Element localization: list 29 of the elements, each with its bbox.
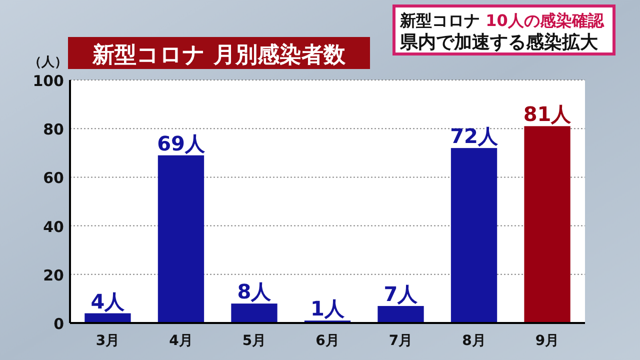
- bar: [450, 148, 498, 323]
- text: 新型コロナ 10人の感染確認: [399, 11, 605, 30]
- x-tick-label: 3月: [96, 333, 120, 349]
- x-tick-label: 7月: [388, 333, 413, 349]
- bar: [231, 304, 278, 323]
- x-tick-label: 6月: [316, 333, 340, 349]
- y-axis-title: （人）: [28, 55, 68, 70]
- x-tick-label: 4月: [169, 333, 193, 349]
- bar: [524, 126, 570, 323]
- y-tick-label: 0: [54, 315, 64, 333]
- data-label: 81人: [523, 102, 572, 126]
- data-label: 69人: [157, 131, 206, 156]
- data-label: 4人: [90, 289, 126, 314]
- bar: [158, 155, 204, 323]
- data-label: 1人: [310, 296, 346, 321]
- x-tick-label: 8月: [462, 333, 486, 349]
- y-tick-label: 40: [43, 218, 64, 236]
- y-tick-label: 80: [43, 120, 64, 139]
- text: 県内で加速する感染拡大: [399, 32, 599, 53]
- x-tick-label: 5月: [242, 333, 266, 349]
- x-tick-label: 9月: [535, 333, 560, 349]
- y-tick-label: 100: [32, 72, 64, 90]
- y-tick-label: 20: [43, 266, 64, 284]
- chart-title: 新型コロナ 月別感染者数: [92, 42, 346, 68]
- data-label: 72人: [450, 124, 499, 148]
- data-label: 7人: [384, 282, 419, 306]
- data-label: 8人: [237, 280, 272, 304]
- bar: [378, 306, 424, 323]
- y-tick-label: 60: [43, 169, 64, 188]
